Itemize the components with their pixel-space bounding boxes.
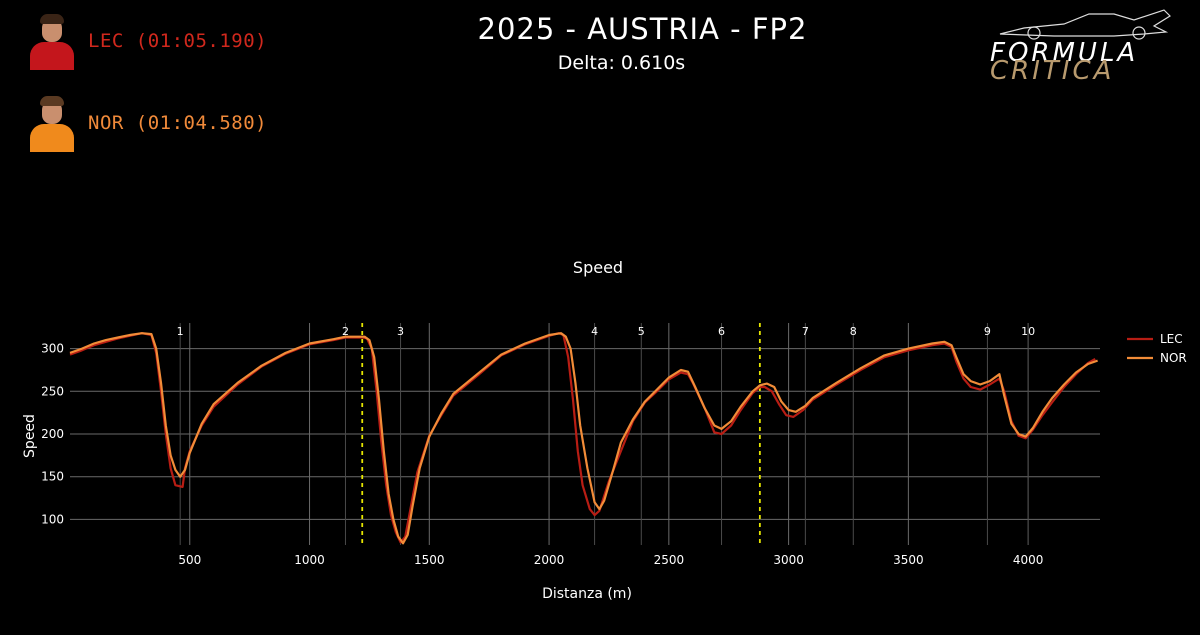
legend-label-lec: LEC xyxy=(1160,332,1183,346)
corner-label: 3 xyxy=(397,325,404,338)
x-tick-label: 500 xyxy=(178,553,201,567)
legend-label-nor: NOR xyxy=(1160,351,1187,365)
driver-lec: LEC (01:05.190) xyxy=(28,12,267,70)
x-tick-label: 4000 xyxy=(1013,553,1044,567)
x-tick-label: 3000 xyxy=(773,553,804,567)
corner-label: 9 xyxy=(984,325,991,338)
y-axis-label: Speed xyxy=(22,414,38,458)
page-title: 2025 - AUSTRIA - FP2 xyxy=(477,12,808,46)
corner-label: 10 xyxy=(1021,325,1035,338)
x-tick-label: 1000 xyxy=(294,553,325,567)
y-tick-label: 150 xyxy=(41,470,64,484)
y-tick-label: 250 xyxy=(41,384,64,398)
delta-text: Delta: 0.610s xyxy=(557,52,686,74)
corner-label: 4 xyxy=(591,325,598,338)
corner-label: 2 xyxy=(342,325,349,338)
y-tick-label: 100 xyxy=(41,512,64,526)
driver-label-lec: LEC (01:05.190) xyxy=(88,30,268,52)
x-tick-label: 2000 xyxy=(534,553,565,567)
x-tick-label: 2500 xyxy=(654,553,685,567)
chart-title: Speed xyxy=(573,258,623,277)
logo-text-formula: FORMULA xyxy=(990,38,1139,68)
corner-label: 1 xyxy=(177,325,184,338)
x-axis-label: Distanza (m) xyxy=(542,586,632,602)
corner-label: 8 xyxy=(850,325,857,338)
car-icon xyxy=(999,9,1171,40)
x-tick-label: 1500 xyxy=(414,553,445,567)
x-tick-label: 3500 xyxy=(893,553,924,567)
corner-label: 6 xyxy=(718,325,725,338)
driver-avatar-lec xyxy=(28,12,76,70)
logo-text-critica: CRITICA xyxy=(990,56,1115,86)
driver-avatar-nor xyxy=(28,94,76,152)
corner-label: 7 xyxy=(802,325,809,338)
y-tick-label: 200 xyxy=(41,427,64,441)
corner-label: 5 xyxy=(638,325,645,338)
series-line-nor xyxy=(69,332,1098,545)
driver-nor: NOR (01:04.580) xyxy=(28,94,267,152)
driver-label-nor: NOR (01:04.580) xyxy=(88,112,268,134)
formula-critica-logo: FORMULA CRITICA xyxy=(986,6,1176,86)
y-tick-label: 300 xyxy=(41,342,64,356)
